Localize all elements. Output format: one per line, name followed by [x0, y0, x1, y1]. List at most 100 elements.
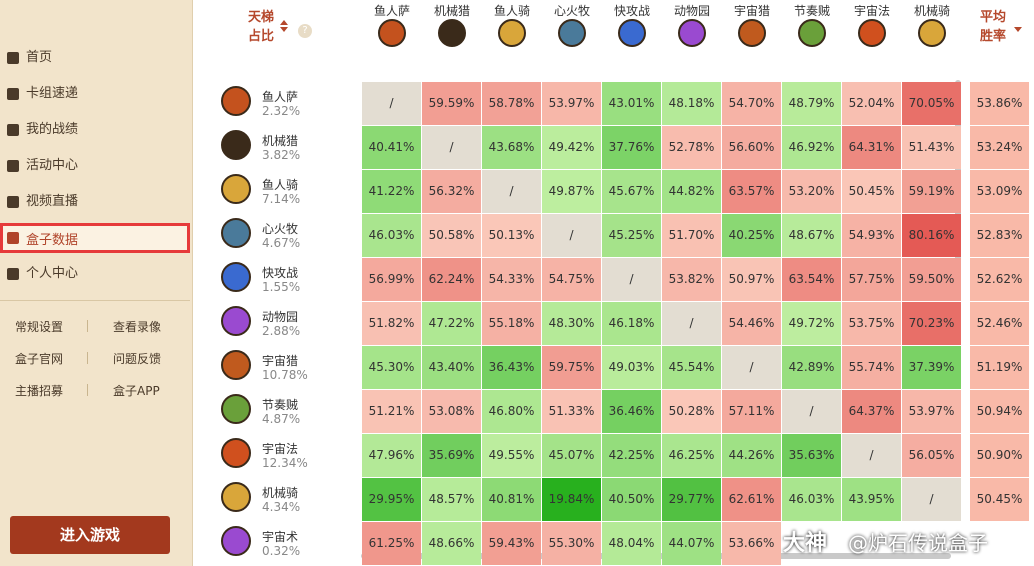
column-icon [498, 19, 526, 47]
column-icon [858, 19, 886, 47]
separator [87, 320, 88, 332]
row-name[interactable]: 动物园 [262, 310, 299, 324]
column-header[interactable]: 宇宙猎 [733, 4, 770, 18]
cell: / [602, 258, 661, 301]
row-name[interactable]: 节奏贼 [262, 398, 299, 412]
row-name[interactable]: 快攻战 [262, 266, 299, 280]
cell: 46.80% [482, 390, 541, 433]
sort-arrow [280, 27, 288, 32]
row-name[interactable]: 鱼人萨 [262, 90, 299, 104]
cell: 29.95% [362, 478, 421, 521]
cell: 59.59% [422, 82, 481, 125]
column-icon [558, 19, 586, 47]
cell: 51.33% [542, 390, 601, 433]
row-name[interactable]: 宇宙术 [262, 530, 299, 544]
cell: 56.05% [902, 434, 961, 477]
cell: 45.07% [542, 434, 601, 477]
column-header[interactable]: 鱼人骑 [493, 4, 530, 18]
cell: 62.61% [722, 478, 781, 521]
column-header[interactable]: 快攻战 [613, 4, 650, 18]
row-share: 10.78% [262, 368, 308, 382]
nav-item[interactable]: 首页 [0, 43, 190, 73]
avg-header[interactable]: 平均 [980, 10, 1007, 25]
cell: 45.54% [662, 346, 721, 389]
nav-item[interactable]: 个人中心 [0, 259, 190, 289]
column-header[interactable]: 机械骑 [913, 4, 950, 18]
share-header[interactable]: 占比 [248, 29, 275, 44]
column-header[interactable]: 动物园 [673, 4, 710, 18]
row-name[interactable]: 机械猎 [262, 134, 299, 148]
nav-icon [7, 88, 19, 100]
link[interactable]: 盒子APP [113, 384, 160, 398]
link[interactable]: 常规设置 [15, 320, 64, 334]
cell: / [662, 302, 721, 345]
cell: 43.68% [482, 126, 541, 169]
share-header[interactable]: 天梯 [248, 10, 275, 25]
nav-item[interactable]: 视频直播 [0, 187, 190, 217]
divider [0, 300, 190, 301]
row-name[interactable]: 宇宙法 [262, 442, 299, 456]
nav-icon [7, 160, 19, 172]
nav-item[interactable]: 盒子数据 [0, 223, 190, 253]
cell: 36.46% [602, 390, 661, 433]
row-share: 12.34% [262, 456, 308, 470]
row-icon [221, 350, 251, 380]
cell: 53.75% [842, 302, 901, 345]
column-header[interactable]: 宇宙法 [853, 4, 890, 18]
avg-cell: 53.09% [970, 170, 1029, 213]
nav-item[interactable]: 卡组速递 [0, 79, 190, 109]
cell: 40.25% [722, 214, 781, 257]
column-header[interactable]: 机械猎 [433, 4, 470, 18]
cell: 51.21% [362, 390, 421, 433]
cell: 53.66% [722, 522, 781, 565]
cell: 54.70% [722, 82, 781, 125]
cell: 52.78% [662, 126, 721, 169]
column-header[interactable]: 心火牧 [553, 4, 590, 18]
cell: 46.92% [782, 126, 841, 169]
cell: / [482, 170, 541, 213]
nav-item[interactable]: 活动中心 [0, 151, 190, 181]
cell: 43.01% [602, 82, 661, 125]
row-share: 7.14% [262, 192, 301, 206]
nav-item[interactable]: 我的战绩 [0, 115, 190, 145]
nav-icon [7, 196, 19, 208]
row-name[interactable]: 鱼人骑 [262, 178, 299, 192]
cell: 45.30% [362, 346, 421, 389]
cell: 55.30% [542, 522, 601, 565]
link[interactable]: 盒子官网 [15, 352, 64, 366]
cell: 59.19% [902, 170, 961, 213]
avg-header[interactable]: 胜率 [980, 29, 1007, 44]
cell: 48.18% [662, 82, 721, 125]
row-name[interactable]: 机械骑 [262, 486, 299, 500]
link[interactable]: 查看录像 [113, 320, 162, 334]
column-icon [438, 19, 466, 47]
avg-cell: 52.83% [970, 214, 1029, 257]
column-header[interactable]: 节奏贼 [793, 4, 830, 18]
cell: 47.22% [422, 302, 481, 345]
nav-icon [7, 124, 19, 136]
cell: 42.25% [602, 434, 661, 477]
cell: / [422, 126, 481, 169]
row-name[interactable]: 宇宙猎 [262, 354, 299, 368]
row-share: 4.34% [262, 500, 301, 514]
cell: 70.05% [902, 82, 961, 125]
row-share: 2.88% [262, 324, 301, 338]
row-name[interactable]: 心火牧 [262, 222, 299, 236]
cell: 45.25% [602, 214, 661, 257]
help-icon[interactable]: ? [298, 24, 312, 38]
cell: 51.70% [662, 214, 721, 257]
enter-game-button[interactable]: 进入游戏 [10, 516, 170, 554]
cell: 54.33% [482, 258, 541, 301]
cell: 42.89% [782, 346, 841, 389]
link[interactable]: 问题反馈 [113, 352, 162, 366]
cell: 50.45% [842, 170, 901, 213]
cell: 45.67% [602, 170, 661, 213]
cell: 54.46% [722, 302, 781, 345]
link[interactable]: 主播招募 [15, 384, 64, 398]
cell: 48.57% [422, 478, 481, 521]
cell: 49.03% [602, 346, 661, 389]
column-icon [378, 19, 406, 47]
column-icon [798, 19, 826, 47]
column-header[interactable]: 鱼人萨 [373, 4, 410, 18]
avg-cell: 53.86% [970, 82, 1029, 125]
